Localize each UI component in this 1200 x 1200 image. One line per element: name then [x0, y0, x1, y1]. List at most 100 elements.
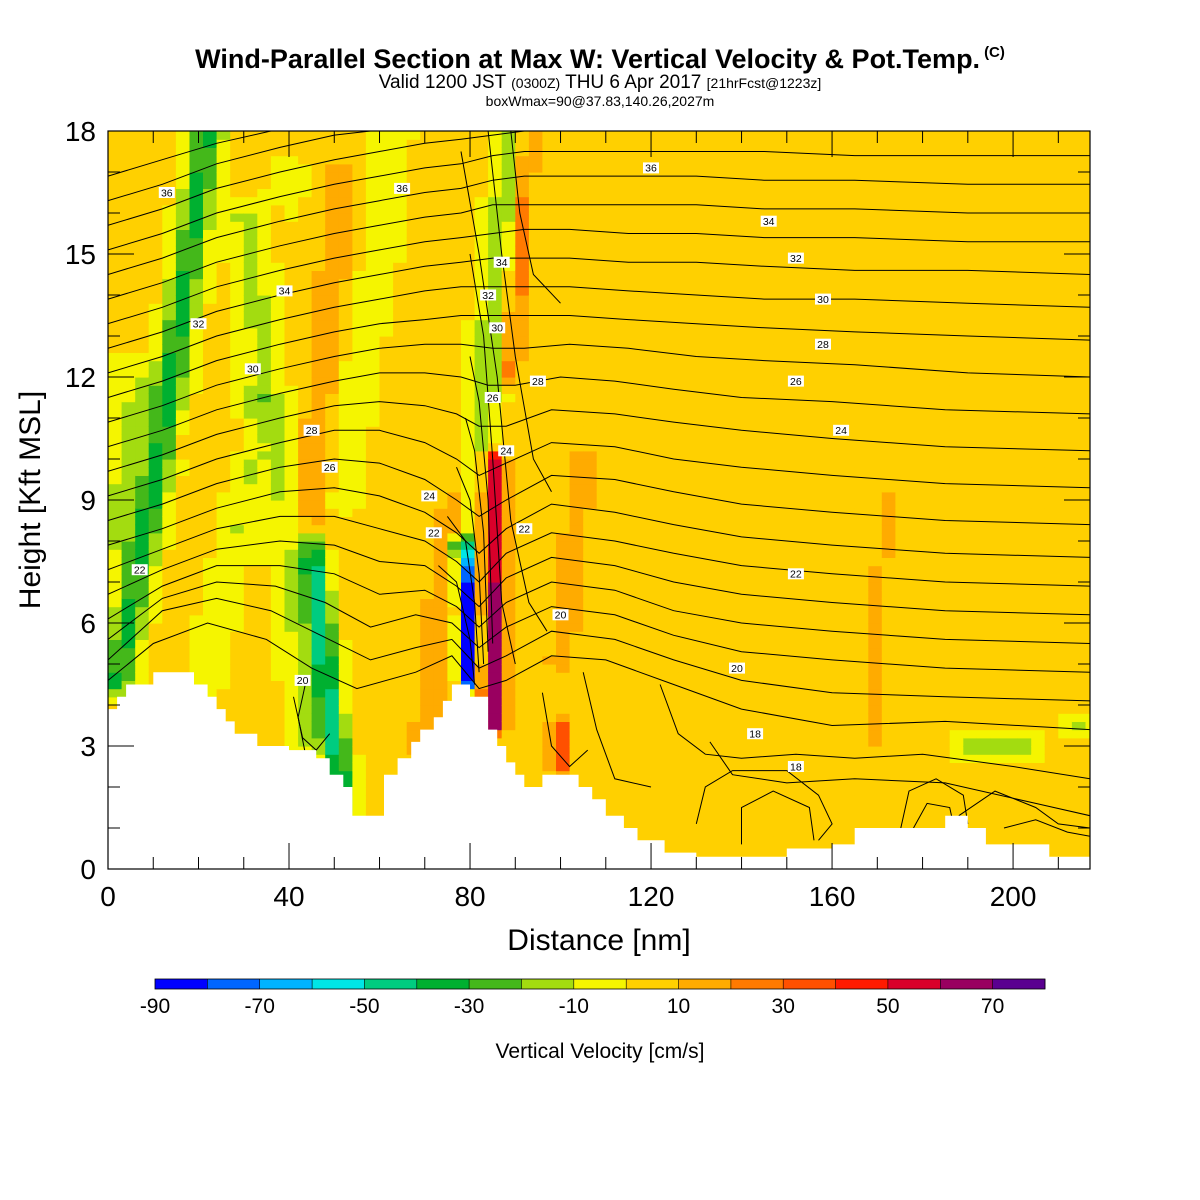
w-cell [216, 516, 231, 526]
w-cell [651, 713, 666, 722]
w-cell [718, 639, 734, 649]
w-cell [651, 811, 666, 821]
w-cell [556, 221, 571, 230]
w-cell [121, 147, 136, 157]
w-cell [284, 409, 299, 419]
w-cell [732, 778, 747, 788]
w-cell [610, 270, 625, 280]
w-cell [284, 442, 299, 452]
w-cell [637, 524, 652, 534]
w-cell [746, 672, 761, 681]
w-cell [230, 254, 245, 263]
w-cell [800, 639, 815, 649]
w-cell [610, 303, 625, 312]
w-cell [189, 664, 204, 673]
w-cell [705, 500, 720, 509]
w-cell [718, 434, 734, 444]
w-cell [800, 450, 815, 460]
w-cell [651, 573, 666, 583]
w-cell [270, 368, 286, 378]
w-cell [583, 254, 598, 263]
w-cell [528, 647, 544, 657]
w-cell [461, 360, 476, 370]
w-cell [203, 557, 218, 567]
w-cell [718, 180, 734, 189]
w-cell [610, 254, 625, 263]
w-cell [461, 475, 476, 485]
w-cell [732, 278, 747, 288]
w-cell [691, 245, 706, 255]
w-cell [515, 327, 530, 337]
w-cell [814, 647, 829, 657]
w-cell [651, 508, 666, 517]
w-cell [718, 254, 734, 263]
w-cell [501, 614, 516, 624]
w-cell [800, 606, 815, 616]
w-cell [447, 319, 462, 329]
w-cell [203, 278, 218, 288]
w-cell [420, 196, 435, 206]
w-cell [433, 696, 448, 706]
w-cell [216, 147, 231, 157]
w-cell [284, 688, 299, 698]
w-cell [773, 754, 788, 763]
w-cell [814, 278, 829, 288]
w-cell [814, 303, 829, 312]
w-cell [311, 647, 326, 657]
w-cell [352, 778, 367, 788]
w-cell [461, 229, 476, 239]
w-cell [488, 368, 503, 378]
w-cell [691, 696, 706, 706]
w-cell [338, 680, 353, 690]
w-cell [135, 319, 150, 329]
w-cell [746, 844, 761, 854]
w-cell [162, 393, 177, 403]
w-cell [814, 442, 829, 452]
w-cell [637, 688, 652, 698]
w-cell [623, 270, 639, 280]
w-cell [488, 131, 503, 140]
w-cell [623, 319, 639, 329]
w-cell [148, 155, 163, 165]
w-cell [800, 787, 815, 796]
w-cell [664, 139, 679, 148]
w-cell [284, 377, 299, 386]
w-cell [447, 598, 462, 608]
w-cell [270, 655, 286, 665]
w-cell [365, 655, 381, 665]
w-cell [365, 680, 381, 690]
w-cell [691, 393, 706, 403]
w-cell [814, 655, 829, 665]
w-cell [841, 623, 856, 632]
w-cell [393, 541, 408, 550]
w-cell [610, 180, 625, 189]
w-cell [705, 155, 720, 165]
w-cell [406, 147, 421, 157]
w-cell [447, 467, 462, 476]
w-cell [203, 639, 218, 649]
w-cell [230, 131, 245, 132]
w-cell [515, 262, 530, 271]
w-cell [637, 500, 652, 509]
w-cell [474, 262, 489, 271]
w-cell [406, 664, 421, 673]
w-cell [461, 664, 476, 673]
w-cell [800, 221, 815, 230]
w-cell [664, 672, 679, 681]
w-cell [311, 590, 326, 599]
w-cell [270, 688, 286, 698]
w-cell [583, 491, 598, 501]
w-cell [108, 344, 123, 353]
w-cell [420, 688, 435, 698]
w-cell [691, 286, 706, 296]
w-cell [461, 377, 476, 386]
w-cell [379, 508, 394, 517]
w-cell [189, 639, 204, 649]
w-cell [678, 196, 693, 206]
w-cell [583, 557, 598, 567]
w-cell [664, 795, 679, 804]
w-cell [664, 614, 679, 624]
w-cell [216, 393, 231, 403]
w-cell [284, 680, 299, 690]
w-cell [800, 590, 815, 599]
